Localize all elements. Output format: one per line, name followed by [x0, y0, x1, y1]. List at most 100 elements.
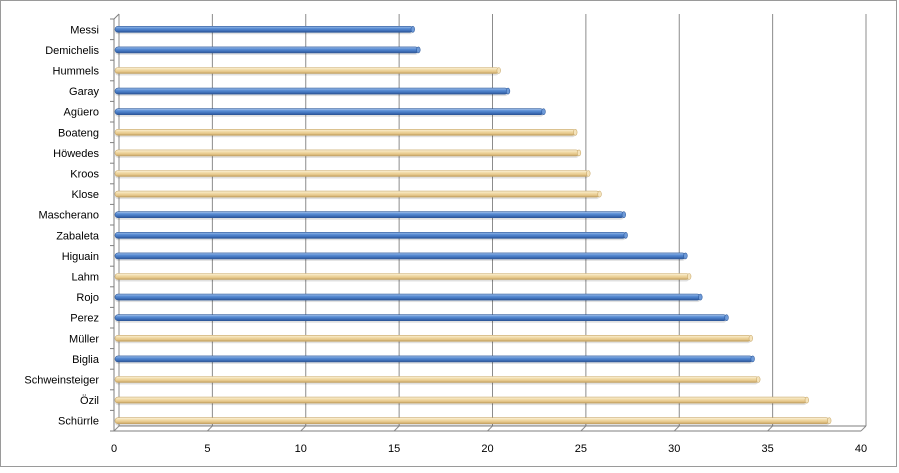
bar-body	[114, 417, 830, 425]
floor-tick-40	[860, 425, 867, 432]
bar-cap	[416, 46, 421, 54]
bar-agüero	[114, 108, 546, 117]
bar-body	[114, 232, 626, 239]
bar-body	[114, 25, 414, 33]
floor-tick-0	[113, 425, 120, 432]
bar-höwedes	[114, 149, 582, 158]
category-label: Rojo	[76, 292, 99, 304]
bar-hummels	[114, 67, 501, 76]
bar-biglia	[114, 355, 755, 364]
gridlines	[113, 14, 867, 432]
bar-body	[114, 334, 752, 342]
axes	[110, 13, 866, 432]
category-label: Garay	[69, 86, 99, 98]
x-tick-label: 10	[295, 443, 307, 455]
bar-cap	[541, 108, 546, 115]
floor-tick-30	[673, 425, 680, 432]
category-label: Özil	[80, 395, 99, 407]
bar-cap	[576, 149, 582, 157]
floor-tick-10	[300, 425, 307, 432]
bar-rojo	[114, 293, 703, 303]
category-label: Boateng	[58, 127, 99, 139]
category-label: Demichelis	[45, 45, 99, 57]
floor-tick-35	[767, 425, 773, 432]
bar-cap	[505, 87, 511, 95]
category-label: Higuain	[62, 251, 99, 263]
floor-tick-5	[207, 425, 213, 432]
bar-schürrle	[114, 417, 832, 426]
bar-higuain	[114, 252, 688, 261]
bar-body	[114, 252, 686, 260]
floor-tick-20	[487, 425, 493, 432]
bar-cap	[597, 190, 602, 198]
bar-cap	[621, 211, 626, 218]
x-tick-label: 15	[388, 443, 400, 455]
category-labels: Messi Demichelis Hummels Garay Agüero Boateng…	[24, 24, 99, 427]
bar-body	[114, 211, 625, 218]
bar-cap	[586, 170, 591, 177]
bar-cap	[756, 376, 761, 383]
bar-cap	[410, 25, 415, 33]
x-tick-labels: 0 5 10 15 20 25 30 35 40	[111, 443, 867, 455]
x-tick-label: 20	[481, 443, 493, 455]
bar-cap	[623, 232, 628, 239]
y-axis-depth	[113, 13, 120, 20]
bar-cap	[724, 314, 729, 322]
bar-body	[114, 396, 808, 404]
x-tick-label: 25	[575, 443, 587, 455]
category-label: Zabaleta	[56, 230, 100, 242]
floor-tick-15	[393, 425, 400, 432]
bar-body	[114, 108, 544, 115]
bar-body	[114, 190, 600, 198]
bar-body	[114, 46, 419, 54]
category-label: Hummels	[53, 66, 100, 78]
bar-body	[114, 314, 727, 322]
x-tick-label: 0	[111, 443, 117, 455]
category-label: Agüero	[64, 107, 99, 119]
bar-özil	[114, 396, 809, 406]
bar-lahm	[114, 273, 692, 282]
bar-cap	[748, 334, 753, 342]
category-label: Perez	[70, 313, 99, 325]
bar-body	[114, 293, 701, 301]
bars	[114, 25, 832, 426]
bar-cap	[750, 355, 755, 363]
category-label: Mascherano	[38, 210, 99, 222]
category-label: Schürrle	[58, 416, 99, 428]
x-tick-label: 40	[855, 443, 867, 455]
bar-body	[114, 67, 500, 74]
category-label: Messi	[70, 24, 99, 36]
bar-body	[114, 273, 690, 280]
x-tick-label: 5	[204, 443, 210, 455]
bar-cap	[804, 396, 809, 404]
category-label: Klose	[71, 189, 99, 201]
category-label: Lahm	[71, 272, 99, 284]
bar-body	[114, 149, 580, 157]
category-label: Müller	[69, 333, 99, 345]
bar-cap	[827, 417, 832, 425]
bar-body	[114, 129, 576, 136]
bar-kroos	[114, 170, 591, 179]
category-label: Biglia	[72, 354, 100, 366]
bar-klose	[114, 190, 602, 200]
category-label: Höwedes	[53, 148, 99, 160]
x-tick-label: 35	[762, 443, 774, 455]
bar-mascherano	[114, 211, 626, 220]
bar-messi	[114, 25, 415, 35]
bar-body	[114, 170, 589, 177]
bar-body	[114, 376, 759, 383]
x-tick-label: 30	[668, 443, 680, 455]
bar-body	[114, 87, 509, 95]
bar-boateng	[114, 129, 578, 138]
floor-tick-25	[580, 425, 587, 432]
category-label: Schweinsteiger	[24, 375, 99, 387]
bar-demichelis	[114, 46, 421, 55]
bar-müller	[114, 334, 753, 344]
bar-cap	[698, 293, 703, 301]
bar-cap	[573, 129, 578, 136]
bar-schweinsteiger	[114, 376, 761, 385]
bar-perez	[114, 314, 729, 323]
bar-cap	[496, 67, 501, 74]
